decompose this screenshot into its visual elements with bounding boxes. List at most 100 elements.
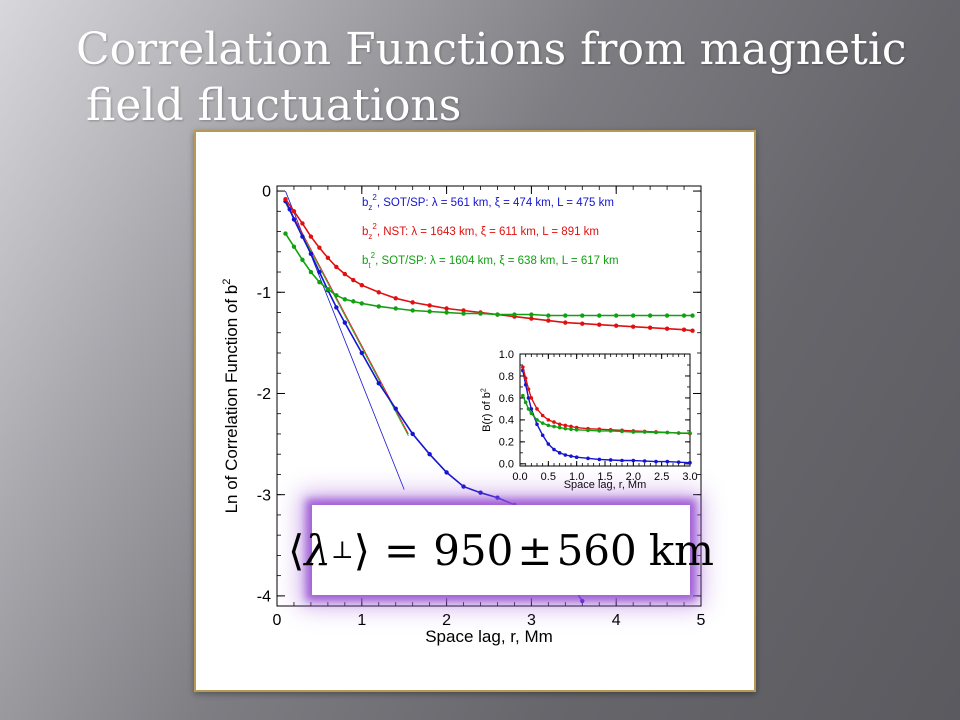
main-series-point — [563, 320, 568, 325]
inset-series-point — [676, 460, 681, 464]
inset-series-point — [665, 430, 670, 435]
main-series-point — [325, 255, 331, 261]
inset-series-point — [535, 407, 539, 411]
legend-entry-base: b — [362, 226, 368, 238]
inset-y-tick-label: 0.2 — [499, 437, 514, 449]
main-series-point — [690, 328, 695, 333]
inset-series-point — [523, 400, 528, 405]
main-series-point — [495, 495, 500, 500]
main-x-tick-label: 1 — [357, 612, 366, 629]
main-series-point — [317, 279, 322, 285]
main-series-point — [461, 308, 466, 313]
main-series-point — [461, 484, 466, 489]
inset-series-point — [676, 431, 681, 435]
main-y-axis-label-text: Ln of Correlation Function of b — [222, 285, 241, 514]
main-y-axis-label-sup: 2 — [221, 279, 233, 285]
inset-series-point — [526, 396, 531, 400]
inset-series-point — [546, 423, 551, 428]
inset-series-point — [557, 425, 562, 430]
inset-y-axis-label: B(r) of b2 — [480, 388, 493, 432]
legend-entry-base: b — [362, 197, 368, 209]
main-series-point — [478, 311, 483, 316]
main-series-point — [287, 207, 292, 212]
inset-series-point — [608, 429, 613, 433]
main-series-point — [308, 251, 314, 257]
main-series-point — [495, 312, 500, 317]
main-x-tick-label: 0 — [273, 612, 282, 629]
main-series-point — [461, 311, 466, 316]
inset-series-point — [529, 396, 534, 400]
main-series-point — [630, 313, 636, 318]
main-series-point — [681, 327, 687, 332]
main-series-point — [427, 303, 432, 308]
main-series-point — [563, 313, 568, 318]
main-x-tick-label: 4 — [612, 612, 621, 629]
main-series-point — [308, 234, 314, 239]
inset-y-axis-label-text: B(r) of b — [481, 392, 493, 432]
inset-y-axis-label-sup: 2 — [480, 388, 488, 392]
main-axes-frame — [276, 185, 702, 607]
legend-entry: bt2, SOT/SP: λ = 1604 km, ξ = 638 km, L … — [362, 251, 619, 270]
inset-series-point — [631, 458, 636, 463]
main-series-point — [342, 271, 348, 277]
legend-entry-sup: 2 — [372, 222, 377, 231]
inset-series-point — [586, 456, 590, 461]
legend-entry-sup: 2 — [371, 251, 376, 260]
main-series-point — [300, 221, 305, 226]
inset-series-point — [569, 424, 573, 429]
main-series-point — [614, 323, 619, 328]
main-y-tick-label: -2 — [257, 386, 271, 403]
inset-series-point — [540, 433, 545, 438]
inset-panel: 0.0 0.5 1.0 1.5 2.0 2.5 3.0 1.0 0.8 0.6 0.4 0.2 0.0 S… — [480, 349, 698, 491]
formula-unit: km — [648, 525, 715, 575]
inset-series-point — [642, 430, 647, 434]
formula-lambda-symbol: λ — [304, 525, 332, 575]
main-y-tick-label: 0 — [262, 184, 271, 201]
formula-perp-subscript: ⊥ — [331, 536, 354, 564]
main-series-point — [444, 310, 449, 315]
main-series-point — [410, 431, 415, 437]
main-series-point — [359, 282, 364, 288]
main-series-point — [342, 320, 348, 325]
inset-series-point — [586, 428, 590, 433]
legend-entry-sub: z — [368, 232, 372, 241]
main-y-axis-label: Ln of Correlation Function of b2 — [221, 279, 241, 514]
inset-series-point — [631, 430, 636, 434]
slide-title-line-1: Correlation Functions from magnetic — [76, 24, 907, 75]
inset-series-point — [563, 426, 568, 431]
main-series-point — [376, 290, 381, 295]
inset-series-point — [552, 420, 556, 424]
formula-plus-minus: ± — [517, 525, 553, 575]
main-series-point — [283, 196, 288, 202]
main-series-point — [444, 306, 449, 311]
main-series-point — [334, 305, 339, 310]
main-series-point — [334, 264, 339, 270]
inset-x-tick-label: 3.0 — [682, 471, 697, 483]
main-fit-line — [285, 200, 409, 435]
figure-frame: 0 1 2 3 4 5 0 -1 -2 -3 -4 Space lag, r, Mm Ln of Cor… — [194, 130, 756, 692]
inset-series-point — [569, 454, 573, 458]
inset-series-point — [552, 447, 556, 452]
main-y-tick-label: -1 — [257, 285, 271, 302]
inset-x-tick-label: 1.0 — [569, 471, 584, 483]
legend-entry: bz2, SOT/SP: λ = 561 km, ξ = 474 km, L =… — [362, 193, 614, 212]
main-series-point — [376, 304, 381, 309]
inset-x-tick-label: 0.0 — [512, 471, 527, 483]
main-series-point — [512, 312, 517, 317]
main-series-point — [325, 287, 331, 292]
inset-series-point — [529, 411, 534, 416]
formula-equals: = — [383, 525, 420, 575]
main-series-point — [597, 313, 602, 318]
inset-series-point — [642, 459, 647, 463]
legend-entry-text: , NST: λ = 1643 km, ξ = 611 km, L = 891 … — [377, 226, 599, 238]
main-series-point — [291, 244, 297, 249]
formula-box: ⟨ λ ⊥ ⟩ = 950 ± 560 km — [288, 505, 714, 595]
slide-title: Correlation Functions from magnetic fiel… — [76, 22, 936, 134]
main-x-tick-label: 3 — [527, 612, 536, 629]
formula-close-bracket: ⟩ — [353, 525, 370, 575]
main-series-point — [580, 598, 585, 604]
main-series-point — [664, 326, 670, 331]
main-series-point — [630, 324, 636, 329]
main-series-point — [351, 299, 356, 304]
inset-series-point — [574, 455, 579, 460]
